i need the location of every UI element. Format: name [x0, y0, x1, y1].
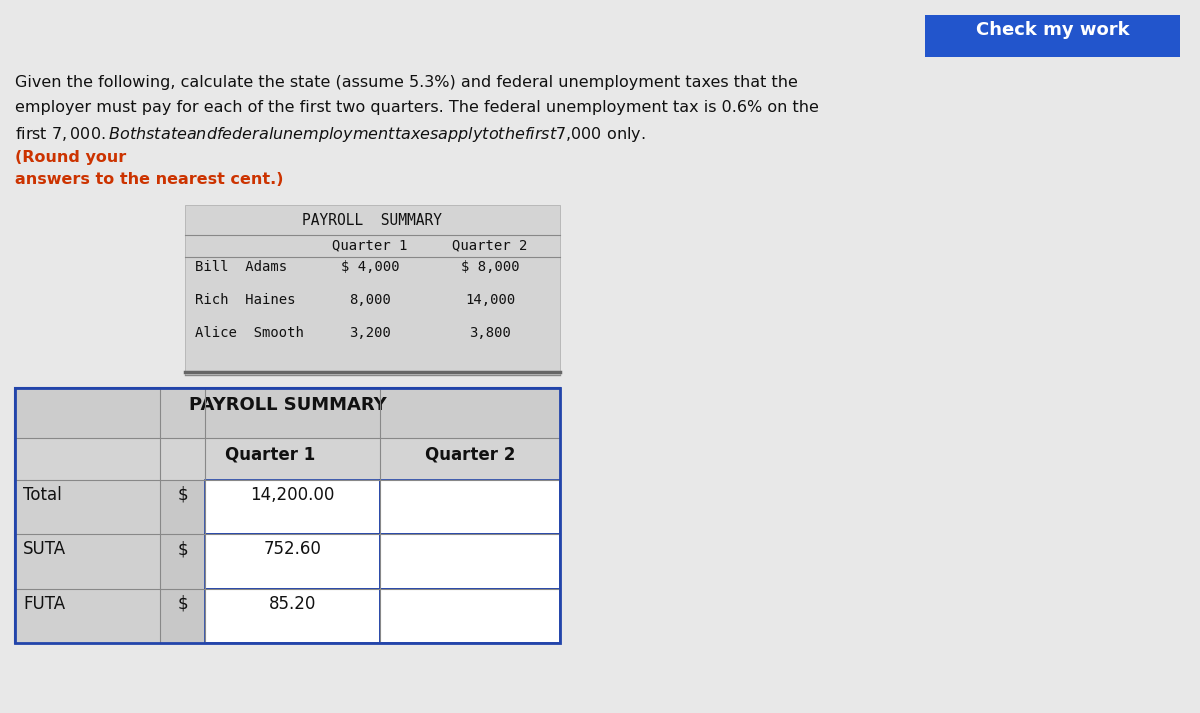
Text: (Round your: (Round your	[14, 150, 126, 165]
Bar	[205, 589, 380, 643]
Text: first $7,000. Both state and federal unemployment taxes apply to the first $7,00: first $7,000. Both state and federal une…	[14, 125, 646, 144]
Bar	[14, 589, 560, 643]
Bar	[14, 534, 560, 589]
Bar	[205, 534, 380, 589]
Text: 8,000: 8,000	[349, 293, 391, 307]
Bar	[14, 480, 560, 534]
Text: Quarter 1: Quarter 1	[332, 238, 408, 252]
Text: Quarter 2: Quarter 2	[425, 446, 515, 464]
Bar	[14, 534, 160, 589]
Text: employer must pay for each of the first two quarters. The federal unemployment t: employer must pay for each of the first …	[14, 100, 818, 115]
Text: Alice  Smooth: Alice Smooth	[194, 326, 304, 340]
Bar	[185, 205, 560, 375]
Bar	[14, 480, 160, 534]
Bar	[14, 388, 560, 643]
Text: 3,200: 3,200	[349, 326, 391, 340]
Bar	[160, 589, 205, 643]
Text: $: $	[178, 595, 188, 612]
Bar	[14, 388, 560, 438]
Bar	[380, 534, 560, 589]
Text: Total: Total	[23, 486, 61, 504]
Text: answers to the nearest cent.): answers to the nearest cent.)	[14, 172, 283, 187]
Bar	[14, 438, 560, 480]
Text: $ 4,000: $ 4,000	[341, 260, 400, 274]
Text: $ 8,000: $ 8,000	[461, 260, 520, 274]
Text: SUTA: SUTA	[23, 540, 66, 558]
Bar	[380, 480, 560, 534]
Text: 14,200.00: 14,200.00	[251, 486, 335, 504]
Text: Given the following, calculate the state (assume 5.3%) and federal unemployment : Given the following, calculate the state…	[14, 75, 798, 90]
Bar	[160, 480, 205, 534]
Text: 14,000: 14,000	[464, 293, 515, 307]
Text: $: $	[178, 540, 188, 558]
Text: 3,800: 3,800	[469, 326, 511, 340]
Bar	[160, 534, 205, 589]
Text: Rich  Haines: Rich Haines	[194, 293, 295, 307]
Text: Quarter 1: Quarter 1	[224, 446, 316, 464]
Text: PAYROLL  SUMMARY: PAYROLL SUMMARY	[302, 213, 443, 228]
Text: Quarter 2: Quarter 2	[452, 238, 528, 252]
Text: 752.60: 752.60	[264, 540, 322, 558]
Text: PAYROLL SUMMARY: PAYROLL SUMMARY	[188, 396, 386, 414]
Text: FUTA: FUTA	[23, 595, 65, 612]
Text: Bill  Adams: Bill Adams	[194, 260, 287, 274]
Text: 85.20: 85.20	[269, 595, 316, 612]
Bar	[14, 589, 160, 643]
Text: $: $	[178, 486, 188, 504]
Bar	[14, 388, 560, 643]
Bar	[205, 480, 380, 534]
Bar	[925, 15, 1180, 57]
Text: Check my work: Check my work	[976, 21, 1129, 39]
Bar	[380, 589, 560, 643]
